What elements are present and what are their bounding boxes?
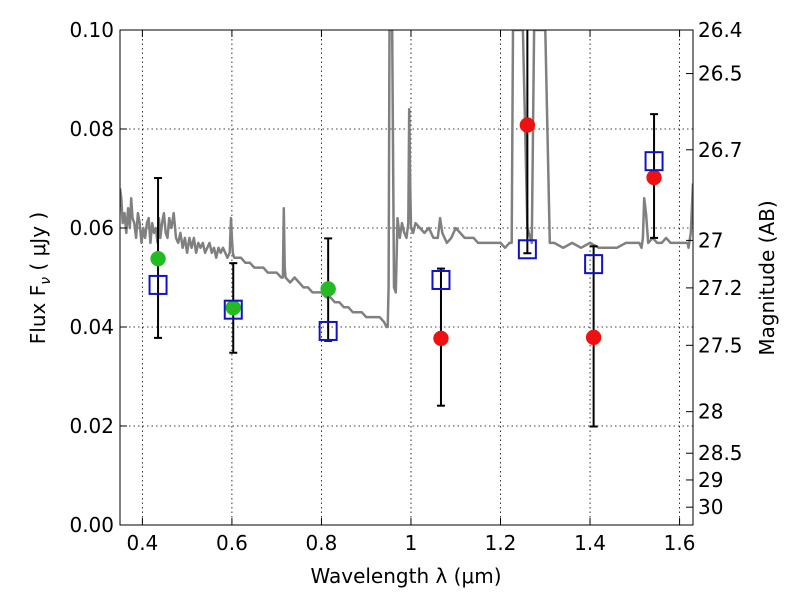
right-tick-label: 27.2 bbox=[698, 276, 743, 300]
x-tick-label: 1 bbox=[405, 531, 418, 555]
y-tick-label: 0.08 bbox=[69, 117, 114, 141]
model-band-square-marker bbox=[644, 151, 664, 172]
x-tick-label: 1.4 bbox=[574, 531, 606, 555]
undetected-circle-marker bbox=[519, 117, 536, 133]
right-tick-label: 27 bbox=[698, 228, 723, 252]
right-tick-label: 28.5 bbox=[698, 441, 743, 465]
right-tick-label: 29 bbox=[698, 468, 723, 492]
y-tick-label: 0.10 bbox=[69, 18, 114, 42]
model-band-square-marker bbox=[148, 274, 168, 295]
detected-circle-marker bbox=[225, 299, 242, 316]
y-axis-label-unit: ( μJy ) bbox=[26, 212, 50, 277]
x-tick-label: 1.2 bbox=[485, 531, 517, 555]
plot-area bbox=[120, 30, 693, 329]
model-band-square-marker bbox=[318, 320, 338, 341]
model-band-square-marker bbox=[517, 239, 537, 260]
y-tick-label: 0.06 bbox=[69, 216, 114, 240]
right-tick-label: 28 bbox=[698, 400, 723, 424]
right-tick-label: 30 bbox=[698, 495, 723, 519]
right-tick-label: 26.4 bbox=[698, 18, 743, 42]
x-tick-label: 0.8 bbox=[306, 531, 338, 555]
data-markers bbox=[148, 117, 664, 347]
detected-circle-marker bbox=[150, 250, 166, 267]
undetected-circle-marker bbox=[433, 330, 449, 347]
model-band-square-marker bbox=[431, 269, 451, 290]
y-axis-label: Flux Fν ( μJy ) bbox=[26, 212, 54, 344]
x-tick-label: 1.6 bbox=[664, 531, 696, 555]
x-tick-label: 0.6 bbox=[216, 531, 248, 555]
grid-lines bbox=[120, 30, 693, 525]
model-band-square-marker bbox=[584, 254, 604, 275]
plot-frame bbox=[119, 29, 694, 526]
right-tick-label: 27.5 bbox=[698, 333, 743, 357]
y-tick-label: 0.00 bbox=[69, 513, 114, 537]
y-tick-label: 0.02 bbox=[69, 414, 114, 438]
detected-circle-marker bbox=[320, 281, 336, 297]
y-axis-label-subscript: ν bbox=[38, 277, 54, 285]
right-axis-label: Magnitude (AB) bbox=[755, 200, 779, 355]
axis-ticks: 0.4 0.6 0.8 1 1.2 1.4 1.6 0.00 0.02 0.04 0.06 0.08 0… bbox=[69, 18, 742, 555]
model-band-square-marker bbox=[223, 299, 243, 320]
y-axis-label-main: Flux F bbox=[26, 285, 50, 344]
x-tick-label: 0.4 bbox=[126, 531, 158, 555]
right-tick-label: 26.7 bbox=[698, 138, 743, 162]
right-tick-label: 26.5 bbox=[698, 62, 743, 86]
y-tick-label: 0.04 bbox=[69, 315, 114, 339]
model-spectrum-line bbox=[120, 30, 693, 329]
x-axis-label: Wavelength λ (μm) bbox=[310, 564, 501, 588]
undetected-circle-marker bbox=[585, 329, 602, 346]
undetected-circle-marker bbox=[646, 169, 662, 186]
